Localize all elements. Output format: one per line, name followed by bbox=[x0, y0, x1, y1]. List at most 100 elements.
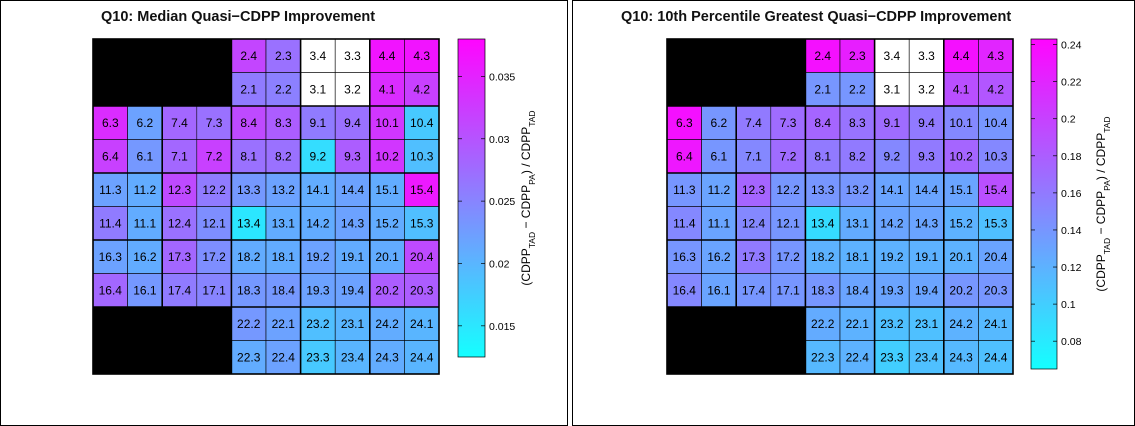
cell-label: 4.1 bbox=[953, 83, 970, 97]
heatmap-cell bbox=[978, 72, 1014, 107]
colorbar-tick-label: 0.2 bbox=[1061, 114, 1076, 126]
cell-label: 19.4 bbox=[341, 284, 365, 298]
heatmap-cell bbox=[978, 105, 1014, 140]
colorbar-tick-label: 0.02 bbox=[489, 258, 510, 270]
left-chart-panel: Q10: Median Quasi−CDPP Improvement 2.4 2.… bbox=[0, 0, 568, 426]
colorbar-tick-label: 0.18 bbox=[1061, 151, 1082, 163]
heatmap-cell bbox=[943, 273, 979, 308]
cell-label: 20.2 bbox=[375, 284, 399, 298]
heatmap-cell bbox=[300, 273, 336, 308]
heatmap-cell bbox=[701, 239, 737, 274]
cell-label: 6.1 bbox=[711, 150, 728, 164]
cell-label: 19.4 bbox=[915, 284, 939, 298]
heatmap-cell bbox=[908, 72, 945, 107]
cell-label: 9.2 bbox=[884, 150, 901, 164]
heatmap-cell bbox=[404, 206, 440, 241]
cell-label: 22.1 bbox=[272, 317, 296, 331]
heatmap-cell bbox=[805, 105, 841, 140]
heatmap-cell bbox=[404, 139, 440, 174]
cell-label: 10.1 bbox=[949, 116, 973, 130]
cell-label: 13.3 bbox=[811, 183, 835, 197]
heatmap-cell bbox=[701, 273, 737, 308]
heatmap-cell bbox=[839, 105, 875, 140]
cell-label: 12.2 bbox=[776, 183, 800, 197]
cell-label: 18.3 bbox=[811, 284, 835, 298]
cell-label: 13.1 bbox=[272, 217, 296, 231]
heatmap-cell bbox=[839, 273, 875, 308]
heatmap-cell bbox=[978, 273, 1014, 308]
heatmap-cell bbox=[770, 206, 806, 241]
colorbar-tick-label: 0.035 bbox=[489, 71, 515, 83]
heatmap-cell bbox=[196, 139, 232, 174]
cell-label: 14.1 bbox=[306, 183, 330, 197]
cell-label: 7.3 bbox=[780, 116, 797, 130]
heatmap-cell bbox=[770, 139, 806, 174]
cell-label: 23.3 bbox=[880, 351, 904, 365]
cell-label: 22.4 bbox=[272, 351, 296, 365]
colorbar-tick-label: 0.16 bbox=[1061, 188, 1082, 200]
heatmap-cell bbox=[334, 306, 371, 341]
cell-label: 14.4 bbox=[915, 183, 939, 197]
cell-label: 3.2 bbox=[344, 83, 361, 97]
cell-label: 4.1 bbox=[379, 83, 396, 97]
heatmap-border bbox=[92, 38, 440, 375]
cell-label: 18.4 bbox=[272, 284, 296, 298]
heatmap-cell bbox=[978, 206, 1014, 241]
colorbar bbox=[1030, 38, 1058, 370]
cell-label: 11.4 bbox=[99, 217, 122, 231]
cell-label: 3.3 bbox=[344, 49, 361, 63]
cell-label: 8.1 bbox=[240, 150, 257, 164]
heatmap-cell bbox=[300, 105, 336, 140]
cell-label: 22.2 bbox=[237, 317, 261, 331]
heatmap-cell bbox=[874, 206, 910, 241]
heatmap-cell bbox=[231, 38, 267, 73]
heatmap-cell bbox=[908, 273, 945, 308]
cell-label: 9.1 bbox=[310, 116, 327, 130]
chart-title: Q10: 10th Percentile Greatest Quasi−CDPP… bbox=[621, 9, 1012, 25]
heatmap-cell bbox=[127, 172, 163, 207]
heatmap-cell bbox=[265, 306, 301, 341]
heatmap-cell bbox=[300, 172, 336, 207]
cell-label: 9.4 bbox=[918, 116, 935, 130]
cell-label: 13.1 bbox=[846, 217, 870, 231]
heatmap-cell bbox=[839, 206, 875, 241]
cell-label: 16.1 bbox=[133, 284, 157, 298]
cell-label: 18.3 bbox=[237, 284, 261, 298]
cell-label: 13.3 bbox=[237, 183, 261, 197]
heatmap-cell bbox=[231, 306, 267, 341]
cell-label: 7.1 bbox=[171, 150, 188, 164]
cell-label: 2.1 bbox=[240, 83, 257, 97]
cell-label: 24.3 bbox=[375, 351, 399, 365]
heatmap-cell bbox=[839, 306, 875, 341]
cell-label: 16.3 bbox=[99, 250, 123, 264]
heatmap-cell bbox=[908, 239, 945, 274]
heatmap-cell bbox=[334, 72, 371, 107]
cell-label: 19.2 bbox=[306, 250, 330, 264]
colorbar bbox=[457, 38, 486, 358]
cell-label: 2.4 bbox=[814, 49, 831, 63]
cell-label: 13.4 bbox=[237, 217, 261, 231]
percentile-improvement-heatmap: 2.4 2.3 3.4 3.3 4.4 4.3 2.1 2.2 3.1 3.2 4.1 4.2 6.3 6… bbox=[666, 38, 1112, 375]
cell-label: 18.1 bbox=[846, 250, 870, 264]
cell-label: 20.3 bbox=[410, 284, 434, 298]
cell-label: 12.3 bbox=[168, 183, 192, 197]
heatmap-cell bbox=[839, 239, 875, 274]
cell-label: 9.1 bbox=[884, 116, 901, 130]
cell-label: 7.1 bbox=[745, 150, 762, 164]
heatmap-cell bbox=[943, 306, 979, 341]
cell-label: 15.4 bbox=[410, 183, 434, 197]
heatmap-cell bbox=[196, 206, 232, 241]
cell-label: 20.1 bbox=[949, 250, 973, 264]
cell-label: 7.4 bbox=[745, 116, 762, 130]
cell-label: 7.2 bbox=[780, 150, 797, 164]
cell-label: 9.3 bbox=[918, 150, 935, 164]
cell-label: 20.1 bbox=[375, 250, 399, 264]
cell-label: 15.2 bbox=[949, 217, 973, 231]
cell-label: 4.2 bbox=[987, 83, 1004, 97]
cell-label: 13.2 bbox=[846, 183, 870, 197]
cell-label: 17.3 bbox=[168, 250, 192, 264]
cell-label: 16.4 bbox=[99, 284, 123, 298]
cell-label: 23.4 bbox=[915, 351, 939, 365]
cell-label: 3.1 bbox=[310, 83, 327, 97]
cell-label: 4.3 bbox=[987, 49, 1004, 63]
